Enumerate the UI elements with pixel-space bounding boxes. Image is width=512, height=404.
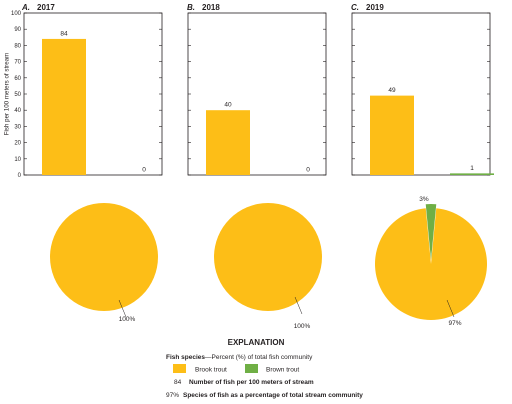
percent-description: Species of fish as a percentage of total…	[183, 392, 363, 399]
panel-a: A. 2017 0 10 20 30 40 50 60 70 80 90 100 84 0 Fish …	[4, 3, 163, 179]
count-description: Number of fish per 100 meters of stream	[189, 379, 314, 386]
fish-species-note: —Percent (%) of total fish community	[205, 354, 313, 361]
bar-value-label: 0	[142, 167, 146, 174]
panel-a-bars: 84 0	[42, 30, 146, 175]
count-example: 84	[174, 379, 182, 386]
y-axis-title: Fish per 100 meters of stream	[4, 53, 11, 136]
pie-leader-line	[294, 296, 303, 315]
brown-trout-swatch	[245, 364, 258, 373]
pie-leader-line	[118, 299, 127, 318]
y-tick-label: 70	[14, 60, 21, 66]
pie-percent-label: 100%	[119, 316, 136, 323]
panel-c-bars: 49 1	[370, 87, 494, 175]
explanation-title: EXPLANATION	[228, 338, 285, 347]
panel-b-bars: 40 0	[206, 102, 310, 175]
y-tick-label: 20	[14, 141, 21, 147]
y-tick-label: 60	[14, 76, 21, 82]
brook-trout-swatch	[173, 364, 186, 373]
panel-a-year: 2017	[37, 3, 55, 12]
bar-brook-trout	[370, 95, 414, 175]
bar-brown-trout	[450, 173, 494, 175]
y-tick-label: 10	[14, 157, 21, 163]
panel-b-y-axis	[188, 12, 326, 176]
fish-species-heading: Fish species	[166, 354, 205, 361]
brown-trout-label: Brown trout	[266, 367, 299, 374]
pie-2017: 100%	[50, 203, 158, 323]
y-tick-label: 100	[11, 11, 22, 17]
pie-slice-brown-trout	[425, 204, 437, 260]
bar-brook-trout	[206, 110, 250, 175]
y-tick-label: 90	[14, 27, 21, 33]
pie-leader-line	[446, 299, 455, 318]
pie-percent-label: 100%	[294, 323, 311, 330]
bar-value-label: 49	[388, 87, 396, 94]
pie-slice-brook-trout	[375, 208, 488, 320]
percent-example: 97%	[166, 392, 179, 399]
y-tick-label: 50	[14, 92, 21, 98]
brook-trout-label: Brook trout	[195, 367, 227, 374]
pie-2019: 3% 97%	[375, 196, 488, 327]
panel-b-letter: B.	[187, 3, 195, 12]
y-tick-label: 30	[14, 124, 21, 130]
panel-c-year: 2019	[366, 3, 384, 12]
bar-brook-trout	[42, 38, 86, 175]
panel-c: C. 2019 49 1	[351, 3, 494, 176]
panel-b-year: 2018	[202, 3, 220, 12]
panel-b: B. 2018 40 0	[187, 3, 327, 176]
y-tick-label: 40	[14, 108, 21, 114]
explanation: EXPLANATION Fish species—Percent (%) of …	[166, 338, 363, 399]
pie-percent-label: 3%	[419, 196, 429, 203]
y-tick-label: 80	[14, 43, 21, 49]
bar-value-label: 1	[470, 165, 474, 172]
panel-c-letter: C.	[351, 3, 359, 12]
panel-a-letter: A.	[21, 3, 30, 12]
fish-species-line: Fish species—Percent (%) of total fish c…	[166, 354, 313, 361]
pie-percent-label: 97%	[448, 320, 461, 327]
bar-value-label: 0	[306, 167, 310, 174]
pie-slice-brook-trout	[50, 203, 158, 311]
y-tick-label: 0	[18, 173, 22, 179]
pie-slice-brook-trout	[214, 203, 322, 311]
bar-value-label: 84	[60, 30, 68, 37]
pie-2018: 100%	[214, 203, 322, 330]
bar-value-label: 40	[224, 102, 232, 109]
panel-a-y-axis: 0 10 20 30 40 50 60 70 80 90 100	[11, 11, 162, 179]
